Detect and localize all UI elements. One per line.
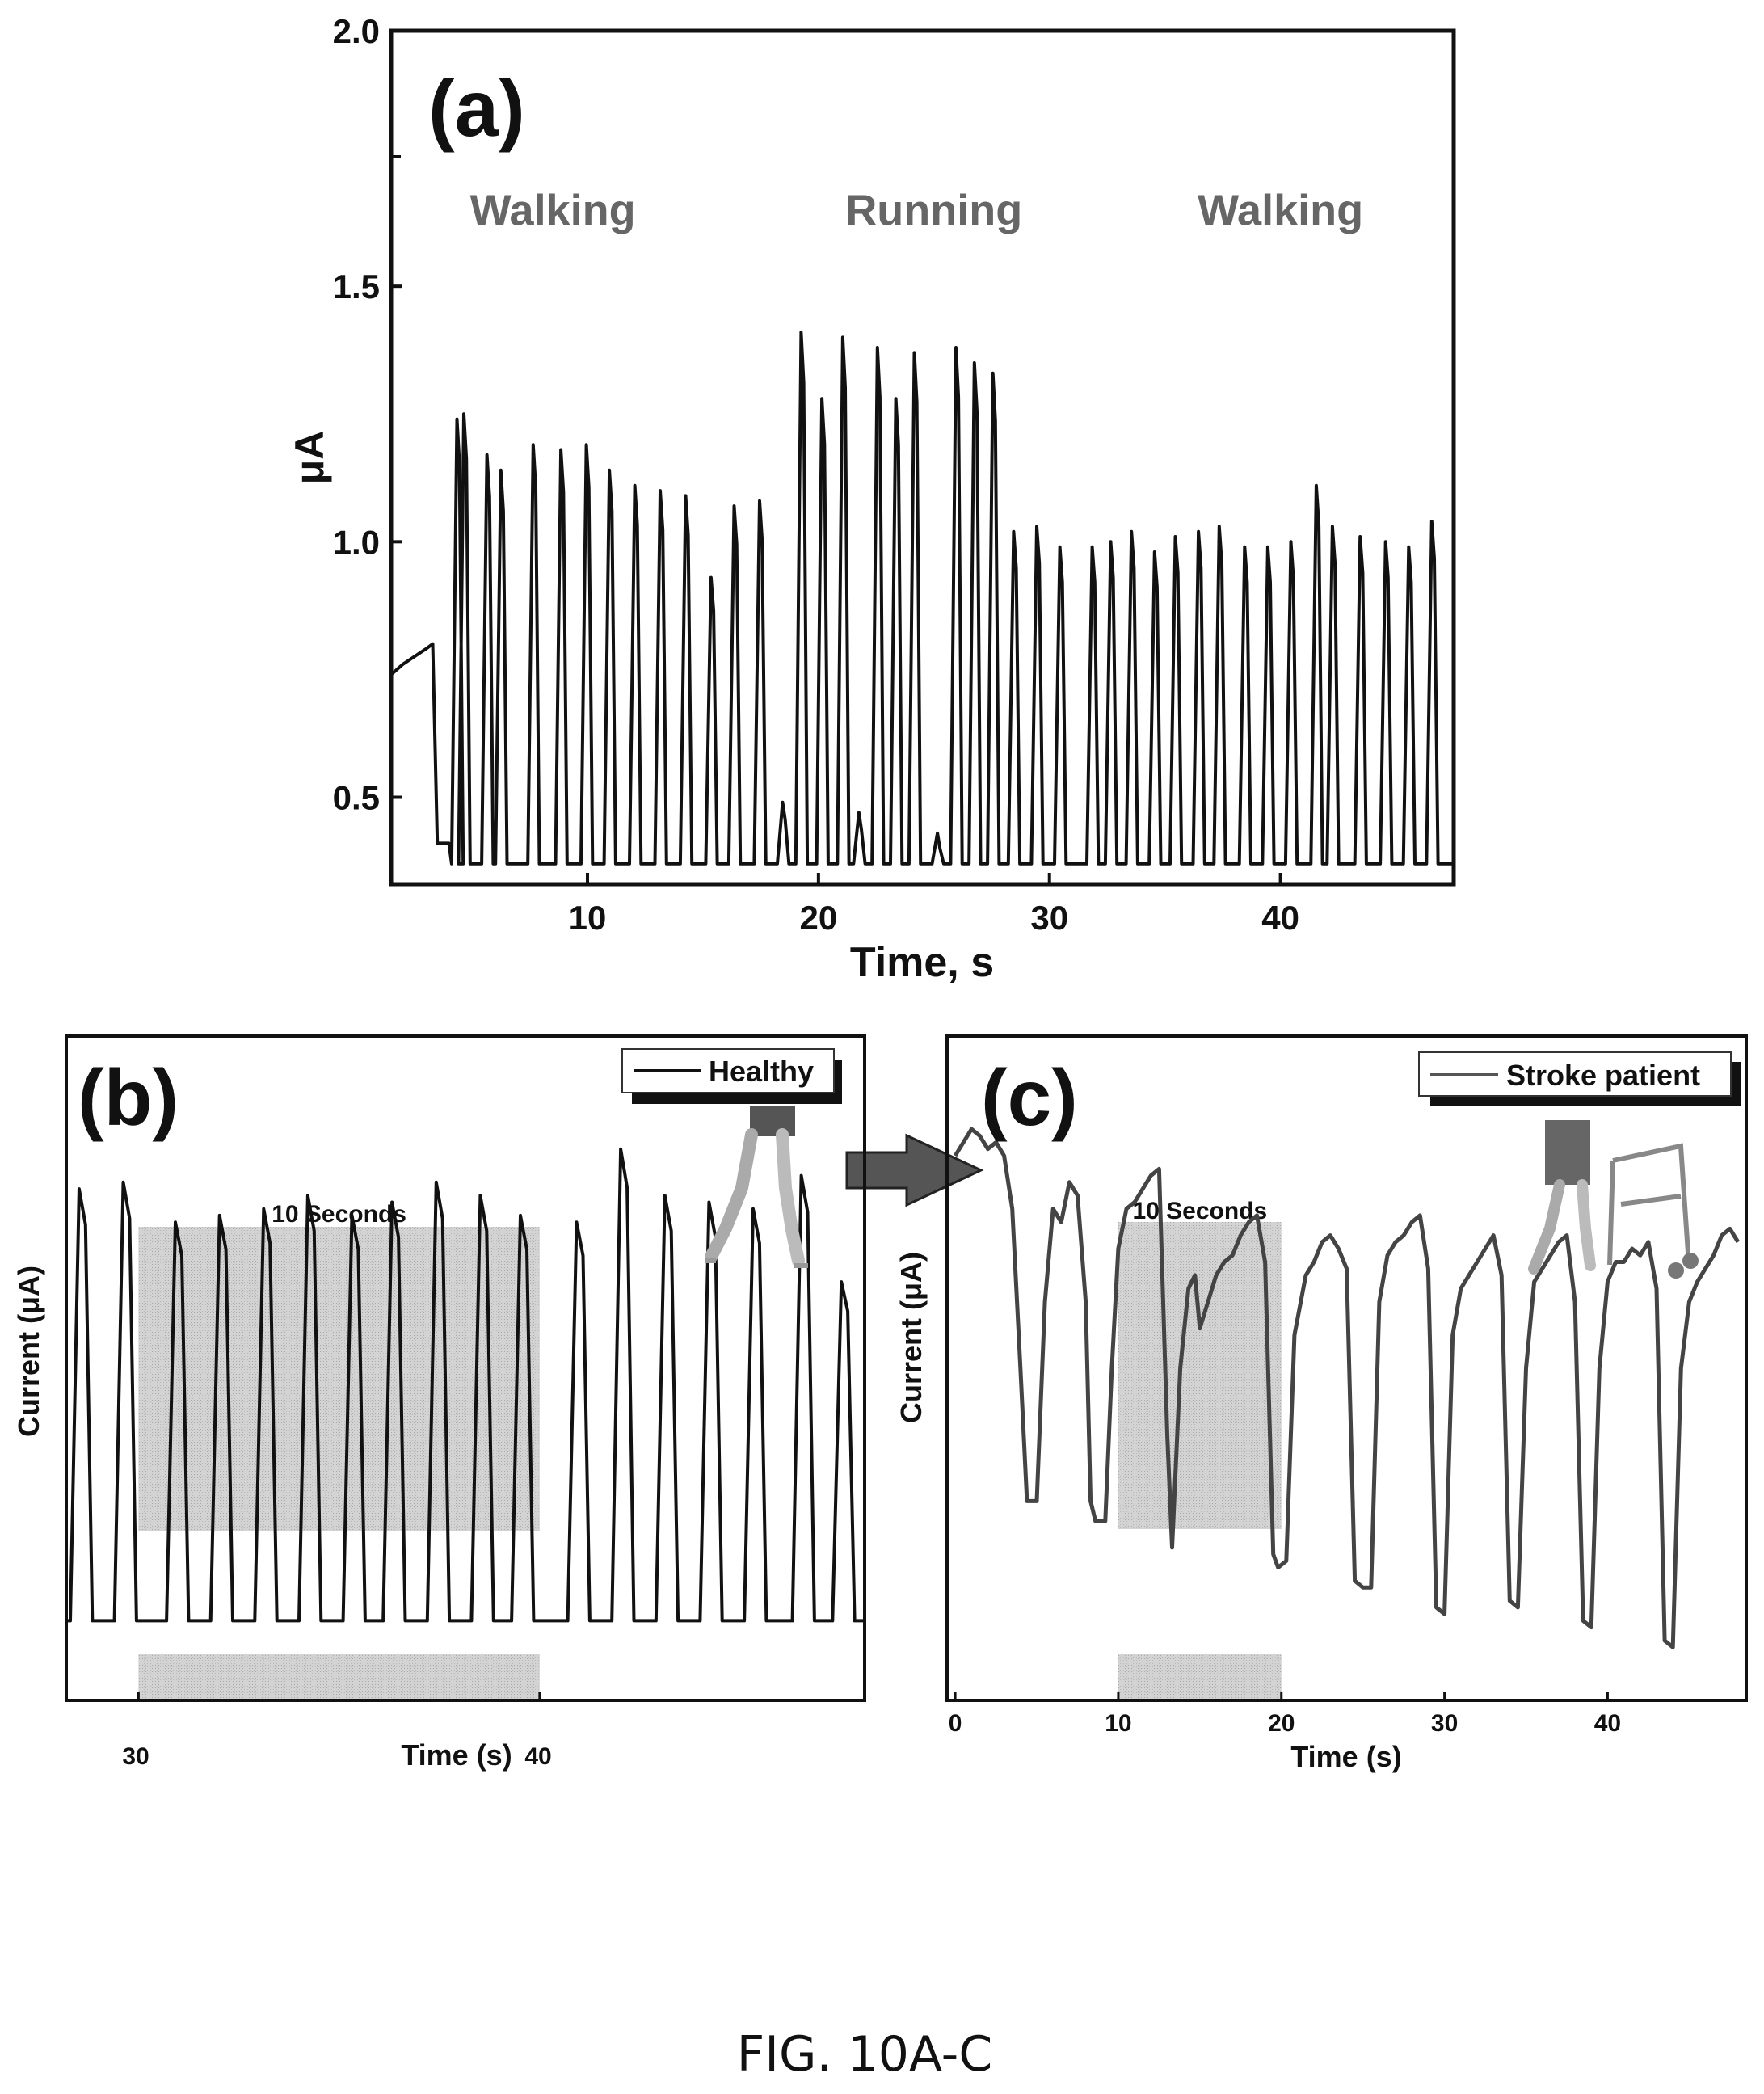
panel-a-plot-frame xyxy=(389,28,1456,887)
panel-c-legend: Stroke patient xyxy=(1418,1051,1741,1106)
panel-b-highlight-axis-band xyxy=(138,1654,540,1699)
panel-b-legend: Healthy xyxy=(621,1048,842,1104)
panel-c-x-axis-title: Time (s) xyxy=(1290,1740,1401,1773)
panel-a-ytick-label: 1.0 xyxy=(333,523,380,561)
right-arrow-icon xyxy=(845,1133,984,1207)
panel-a-y-axis-title: μA xyxy=(287,431,332,485)
panel-b-healthy-line xyxy=(66,1147,865,1623)
panel-c-xtick-label: 30 xyxy=(1431,1710,1458,1737)
panel-b-xtick-label-40: 40 xyxy=(524,1743,551,1770)
panel-a-ytick-label: 0.5 xyxy=(333,779,380,817)
panel-a-activity-label: Walking xyxy=(470,186,636,234)
panel-b-x-axis-title: Time (s) xyxy=(401,1738,512,1772)
panel-a-current-line xyxy=(389,331,1454,866)
panel-c-xtick-label: 40 xyxy=(1594,1710,1621,1737)
figure-caption: FIG. 10A-C xyxy=(737,2026,992,2083)
panel-c-y-axis-title: Current (μA) xyxy=(895,1252,928,1423)
panel-a-ytick-label: 2.0 xyxy=(333,12,380,50)
walker-person-icon xyxy=(1528,1120,1699,1279)
panel-c-label: (c) xyxy=(981,1053,1078,1142)
legend-label-stroke-patient: Stroke patient xyxy=(1506,1059,1700,1092)
panel-a-xtick-label: 40 xyxy=(1261,899,1299,937)
panel-c-plot-frame xyxy=(945,1034,1748,1702)
panel-a-label: (a) xyxy=(428,64,525,153)
panel-c-xtick-label: 0 xyxy=(949,1710,962,1737)
panel-c-highlight-region xyxy=(1118,1222,1282,1529)
panel-c-stroke-patient-line xyxy=(953,1127,1741,1649)
panel-a-activity-label: Walking xyxy=(1198,186,1363,234)
panel-a: 10 20 30 40 0.5 1.0 1.5 2.0 (a) Walking Running W… xyxy=(287,12,1456,986)
panel-a-xtick-label: 20 xyxy=(799,899,837,937)
panel-b-y-axis-title: Current (μA) xyxy=(12,1266,45,1437)
panel-a-ytick-label: 1.5 xyxy=(333,268,380,305)
panel-b: 10 Seconds (b) Healthy 30 40 Time (s) Cu… xyxy=(12,1034,866,1772)
panel-c-highlight-label: 10 Seconds xyxy=(1132,1198,1267,1224)
legend-label-healthy: Healthy xyxy=(709,1055,814,1088)
panel-b-xtick-label-30: 30 xyxy=(122,1743,149,1770)
panel-a-activity-label: Running xyxy=(845,186,1022,234)
panel-b-plot-frame xyxy=(65,1034,866,1702)
panel-c-highlight-axis-band xyxy=(1118,1654,1282,1699)
panel-a-xtick-label: 30 xyxy=(1030,899,1068,937)
panel-c: 10 Seconds (c) Stroke patient 0 10 20 30 40 … xyxy=(895,1034,1748,1773)
panel-b-label: (b) xyxy=(78,1053,179,1142)
panel-a-x-axis-title: Time, s xyxy=(850,939,994,986)
walking-person-icon xyxy=(705,1106,808,1268)
panel-a-xtick-label: 10 xyxy=(569,899,607,937)
panel-c-xtick-label: 10 xyxy=(1105,1710,1131,1737)
panel-c-xtick-label: 20 xyxy=(1268,1710,1295,1737)
panel-b-highlight-label: 10 Seconds xyxy=(272,1201,406,1228)
